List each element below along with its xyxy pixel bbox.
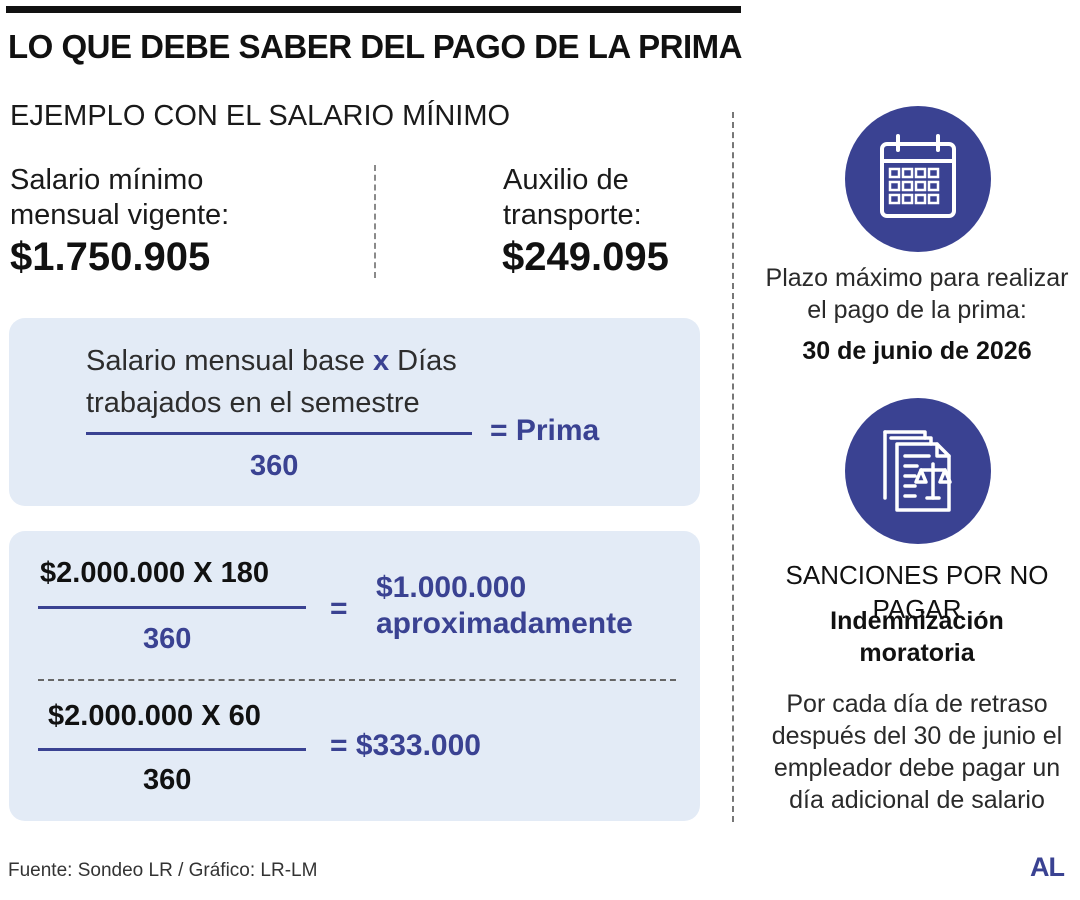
legal-document-scale-icon (845, 398, 991, 544)
sanctions-desc-line2: después del 30 de junio el (771, 722, 1063, 750)
calendar-icon (845, 106, 991, 252)
example2-fraction-line (38, 748, 306, 751)
sanctions-description: Por cada día de retraso después del 30 d… (760, 688, 1074, 816)
sanctions-title: Indemnización moratoria (760, 605, 1074, 669)
example1-result-line1: $1.000.000 (376, 571, 527, 604)
example2-numerator: $2.000.000 X 60 (48, 700, 261, 732)
source-credit: Fuente: Sondeo LR / Gráfico: LR-LM (8, 860, 318, 881)
amount-divider (374, 165, 376, 278)
examples-box (9, 531, 700, 821)
deadline-text-line2: el pago de la prima: (807, 296, 1027, 324)
formula-denominator: 360 (250, 450, 299, 482)
section-subtitle: EJEMPLO CON EL SALARIO MÍNIMO (10, 100, 511, 132)
auxilio-value: $249.095 (502, 235, 669, 279)
sanctions-heading: SANCIONES POR NO PAGAR (785, 560, 1049, 624)
formula-numerator: Salario mensual base x Días trabajados e… (86, 340, 457, 424)
salario-label-line1: Salario mínimo (10, 164, 204, 196)
sanctions-desc-line3: empleador debe pagar un (773, 754, 1061, 782)
sanctions-desc-line4: día adicional de salario (789, 786, 1045, 814)
auxilio-label-line2: transporte: (503, 199, 642, 231)
deadline-date: 30 de junio de 2026 (802, 337, 1032, 365)
publisher-logo: AL (1030, 852, 1065, 882)
top-rule (6, 6, 741, 13)
sanctions-title-line1: Indemnización (830, 607, 1004, 635)
example2-result: = $333.000 (330, 729, 481, 762)
formula-operator: x (372, 345, 390, 377)
deadline-text: Plazo máximo para realizar el pago de la… (760, 262, 1074, 326)
formula-fraction-line (86, 432, 472, 435)
example2-denominator: 360 (143, 764, 192, 796)
formula-numerator-line1: Salario mensual base x Días (86, 340, 457, 382)
example1-fraction-line (38, 606, 306, 609)
formula-numerator-line2: trabajados en el semestre (86, 387, 420, 419)
salario-value: $1.750.905 (10, 235, 211, 279)
formula-term-days: Días (397, 345, 457, 377)
example1-denominator: 360 (143, 623, 192, 655)
example1-result: $1.000.000 aproximadamente (376, 570, 633, 642)
example1-numerator: $2.000.000 X 180 (40, 557, 269, 589)
formula-box (9, 318, 700, 506)
salario-label-line2: mensual vigente: (10, 199, 230, 231)
sanctions-title-line2: moratoria (859, 639, 975, 667)
examples-divider (38, 679, 676, 681)
example1-equals: = (330, 592, 348, 625)
deadline-text-line1: Plazo máximo para realizar (765, 264, 1069, 292)
sanctions-desc-line1: Por cada día de retraso (786, 690, 1048, 718)
example1-result-line2: aproximadamente (376, 607, 633, 640)
column-divider (732, 112, 734, 822)
page-title: LO QUE DEBE SABER DEL PAGO DE LA PRIMA (8, 28, 742, 65)
auxilio-label-line1: Auxilio de (503, 164, 629, 196)
formula-result: = Prima (490, 414, 600, 447)
formula-term-salary: Salario mensual base (86, 345, 365, 377)
